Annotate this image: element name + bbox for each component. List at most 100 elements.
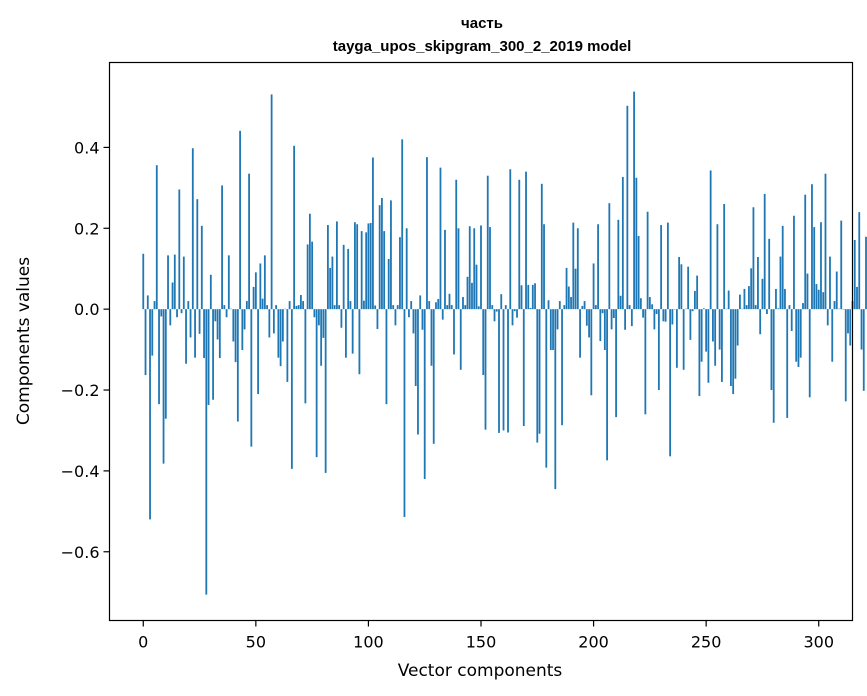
bar [847,309,849,334]
bar [293,145,296,310]
bar [205,309,208,595]
bar [369,223,372,310]
chart-title: часть [461,15,503,32]
bar [617,219,620,310]
bar [268,309,271,338]
bar [410,301,413,310]
bar [306,244,309,310]
bar [714,309,717,366]
bar [254,272,257,310]
bar [475,264,478,310]
bar [581,305,584,310]
bar [286,309,289,382]
bar [234,309,237,363]
bar [358,309,361,375]
bar [860,309,863,350]
bar [187,301,190,310]
bar [840,220,843,310]
bar [394,309,397,326]
bar [158,309,160,405]
bar [612,309,615,319]
bar [162,309,165,464]
bar [232,309,235,342]
bar [529,307,532,310]
x-tick-label: 50 [246,633,266,652]
bar [167,255,169,310]
bar [588,309,590,338]
bar [419,295,422,310]
bar [721,309,723,382]
chart-subtitle: tayga_upos_skipgram_300_2_2019 model [333,38,632,55]
bar [829,256,831,310]
bar [766,309,768,314]
bar [207,309,210,405]
y-tick-label: −0.4 [61,462,100,481]
bar [453,309,455,355]
bar [182,256,185,310]
bar [718,309,721,350]
bar [263,255,266,310]
bar [340,309,343,328]
y-tick-label: 0.0 [74,300,99,319]
bar [365,232,368,310]
bar [817,289,820,310]
bar [241,309,244,350]
bar [540,183,543,310]
bar [813,227,816,310]
x-tick-label: 0 [138,633,148,652]
bar [615,309,617,418]
bar [554,309,557,490]
bar [351,309,354,354]
bar [212,309,214,400]
bar [203,309,205,359]
bar [290,309,293,469]
bar [799,309,802,358]
y-tick-label: −0.2 [61,381,100,400]
bar [272,309,275,334]
bar [601,309,604,314]
bar [414,309,417,386]
bar [806,273,809,310]
bar [320,309,323,366]
bar [552,309,554,350]
bar [592,263,595,310]
bar [308,213,311,310]
bar [221,185,223,310]
bar [317,309,320,326]
bar [387,259,390,310]
bar [583,301,586,310]
bar [543,224,545,310]
bar [342,244,345,310]
bar [486,175,489,310]
bar [844,309,847,402]
bar [660,225,663,310]
bar [682,309,685,370]
bar [239,130,241,310]
bar [378,205,381,310]
x-axis-label: Vector components [398,661,563,681]
bar [709,170,712,310]
bar [633,91,635,310]
bar [574,268,577,310]
bar [804,194,807,310]
bar [349,301,352,310]
bar [770,309,773,391]
bar [703,308,705,310]
bar [639,298,642,310]
bar [835,271,838,310]
bar [585,309,588,326]
bar [811,184,813,310]
bar [750,268,753,310]
bar [705,309,708,352]
bar [752,207,755,310]
bar [482,309,485,376]
bar [252,286,255,310]
bar [516,309,518,318]
bar [169,309,172,326]
bar [435,302,437,310]
bar [144,309,147,376]
bar [644,309,647,415]
bar [489,227,491,310]
bars-group [142,91,867,595]
